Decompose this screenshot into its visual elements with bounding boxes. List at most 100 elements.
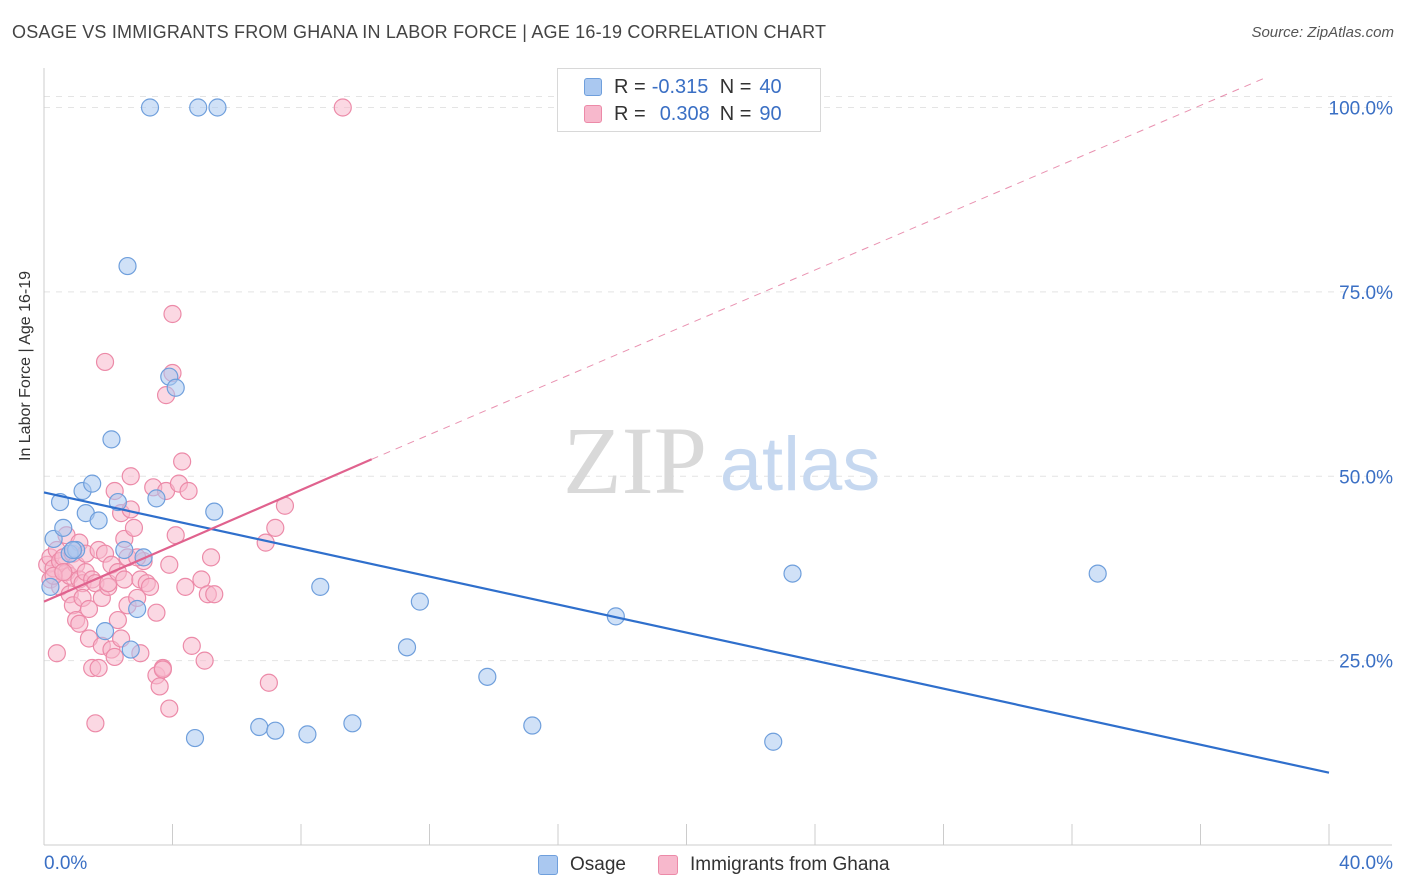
osage-point xyxy=(478,667,497,686)
ghana-legend-swatch xyxy=(658,855,678,875)
axes xyxy=(43,68,1392,846)
osage-point xyxy=(266,721,285,740)
osage-point xyxy=(397,638,417,657)
r-label: R = xyxy=(614,75,646,98)
osage-point xyxy=(250,717,269,737)
osage-point xyxy=(41,577,60,596)
ghana-point xyxy=(259,673,278,692)
osage-point xyxy=(108,492,127,512)
legend-row-osage: R = -0.315 N = 40 xyxy=(584,75,782,99)
osage-point xyxy=(128,599,147,619)
osage-point xyxy=(121,640,140,659)
ghana-point xyxy=(105,647,124,667)
osage-point xyxy=(764,732,783,751)
ghana-point xyxy=(108,610,127,630)
n-label: N = xyxy=(719,75,752,98)
ghana-point xyxy=(173,452,192,471)
x-tick-label: 40.0% xyxy=(1339,853,1393,874)
ghana-point xyxy=(124,518,144,537)
ghana-point xyxy=(79,599,99,619)
y-tick-label: 100.0% xyxy=(1329,99,1394,120)
osage-r-value: -0.315 xyxy=(651,75,709,98)
osage-point xyxy=(95,622,115,641)
ghana-point xyxy=(121,467,140,486)
watermark: ZIP atlas xyxy=(563,407,880,514)
ghana-point xyxy=(195,651,214,670)
osage-trend-line xyxy=(43,491,1330,774)
series-legend-osage: Osage xyxy=(538,852,626,878)
gridlines xyxy=(44,95,1392,662)
legend-row-ghana: R = 0.308 N = 90 xyxy=(584,102,782,126)
osage-point xyxy=(118,256,137,276)
ghana-point xyxy=(182,636,201,655)
osage-point xyxy=(140,98,160,117)
osage-point xyxy=(410,592,429,611)
ghana-n-value: 90 xyxy=(759,102,782,125)
ghana-point xyxy=(153,660,172,679)
chart-title: OSAGE VS IMMIGRANTS FROM GHANA IN LABOR … xyxy=(12,22,827,42)
ghana-trend-extension xyxy=(371,77,1265,460)
ghana-point xyxy=(150,677,169,696)
ghana-point xyxy=(147,603,166,622)
data-points xyxy=(38,98,1107,751)
y-tick-label: 50.0% xyxy=(1339,467,1393,488)
correlation-legend: R = -0.315 N = 40 R = 0.308 N = 90 xyxy=(557,68,821,132)
ghana-point xyxy=(54,563,73,582)
osage-point xyxy=(1088,564,1107,583)
osage-point xyxy=(783,564,802,583)
osage-point xyxy=(166,378,185,397)
osage-point xyxy=(63,540,83,560)
osage-point xyxy=(343,714,362,733)
osage-point xyxy=(205,502,224,521)
osage-point xyxy=(83,474,102,493)
osage-point xyxy=(147,489,166,508)
ghana-point xyxy=(201,548,221,567)
ghana-point xyxy=(70,614,89,633)
osage-n-value: 40 xyxy=(759,75,782,98)
ghana-point xyxy=(160,555,179,574)
ghana-point xyxy=(89,658,108,678)
ghana-point xyxy=(205,585,224,604)
r-label: R = xyxy=(614,102,646,125)
osage-point xyxy=(189,98,208,117)
osage-point xyxy=(311,577,330,596)
ghana-point xyxy=(95,352,115,372)
osage-point xyxy=(298,725,317,744)
osage-legend-label: Osage xyxy=(570,854,626,875)
ghana-point xyxy=(115,570,134,589)
ghana-point xyxy=(160,699,179,718)
ghana-point xyxy=(140,577,160,596)
source-credit: Source: ZipAtlas.com xyxy=(1251,24,1394,41)
ghana-legend-label: Immigrants from Ghana xyxy=(690,854,890,875)
y-tick-label: 25.0% xyxy=(1339,652,1393,673)
tick-labels: 25.0% 50.0% 75.0% 100.0% 0.0% 40.0% xyxy=(44,99,1393,875)
ghana-point xyxy=(86,714,105,733)
x-tick-label: 0.0% xyxy=(44,853,87,874)
series-legend-ghana: Immigrants from Ghana xyxy=(658,852,890,878)
ghana-point xyxy=(333,98,352,117)
osage-point xyxy=(523,716,542,735)
y-tick-label: 75.0% xyxy=(1339,283,1393,304)
ghana-r-value: 0.308 xyxy=(659,102,710,125)
ghana-swatch xyxy=(584,105,602,123)
osage-swatch xyxy=(584,78,602,96)
osage-point xyxy=(54,518,73,537)
ghana-point xyxy=(266,518,285,537)
osage-legend-swatch xyxy=(538,855,558,875)
ghana-point xyxy=(179,481,198,501)
watermark-atlas: atlas xyxy=(720,422,881,507)
osage-point xyxy=(185,728,205,748)
ghana-point xyxy=(176,577,195,596)
osage-point xyxy=(102,430,121,449)
watermark-zip: ZIP xyxy=(563,407,707,514)
osage-point xyxy=(89,511,108,530)
ghana-point xyxy=(47,644,66,663)
osage-point xyxy=(208,98,227,117)
trend-lines xyxy=(43,77,1330,774)
y-axis-label: In Labor Force | Age 16-19 xyxy=(17,270,34,461)
ghana-trend-line xyxy=(43,458,373,603)
ghana-point xyxy=(163,304,182,324)
n-label: N = xyxy=(719,102,752,125)
osage-point xyxy=(115,540,134,560)
